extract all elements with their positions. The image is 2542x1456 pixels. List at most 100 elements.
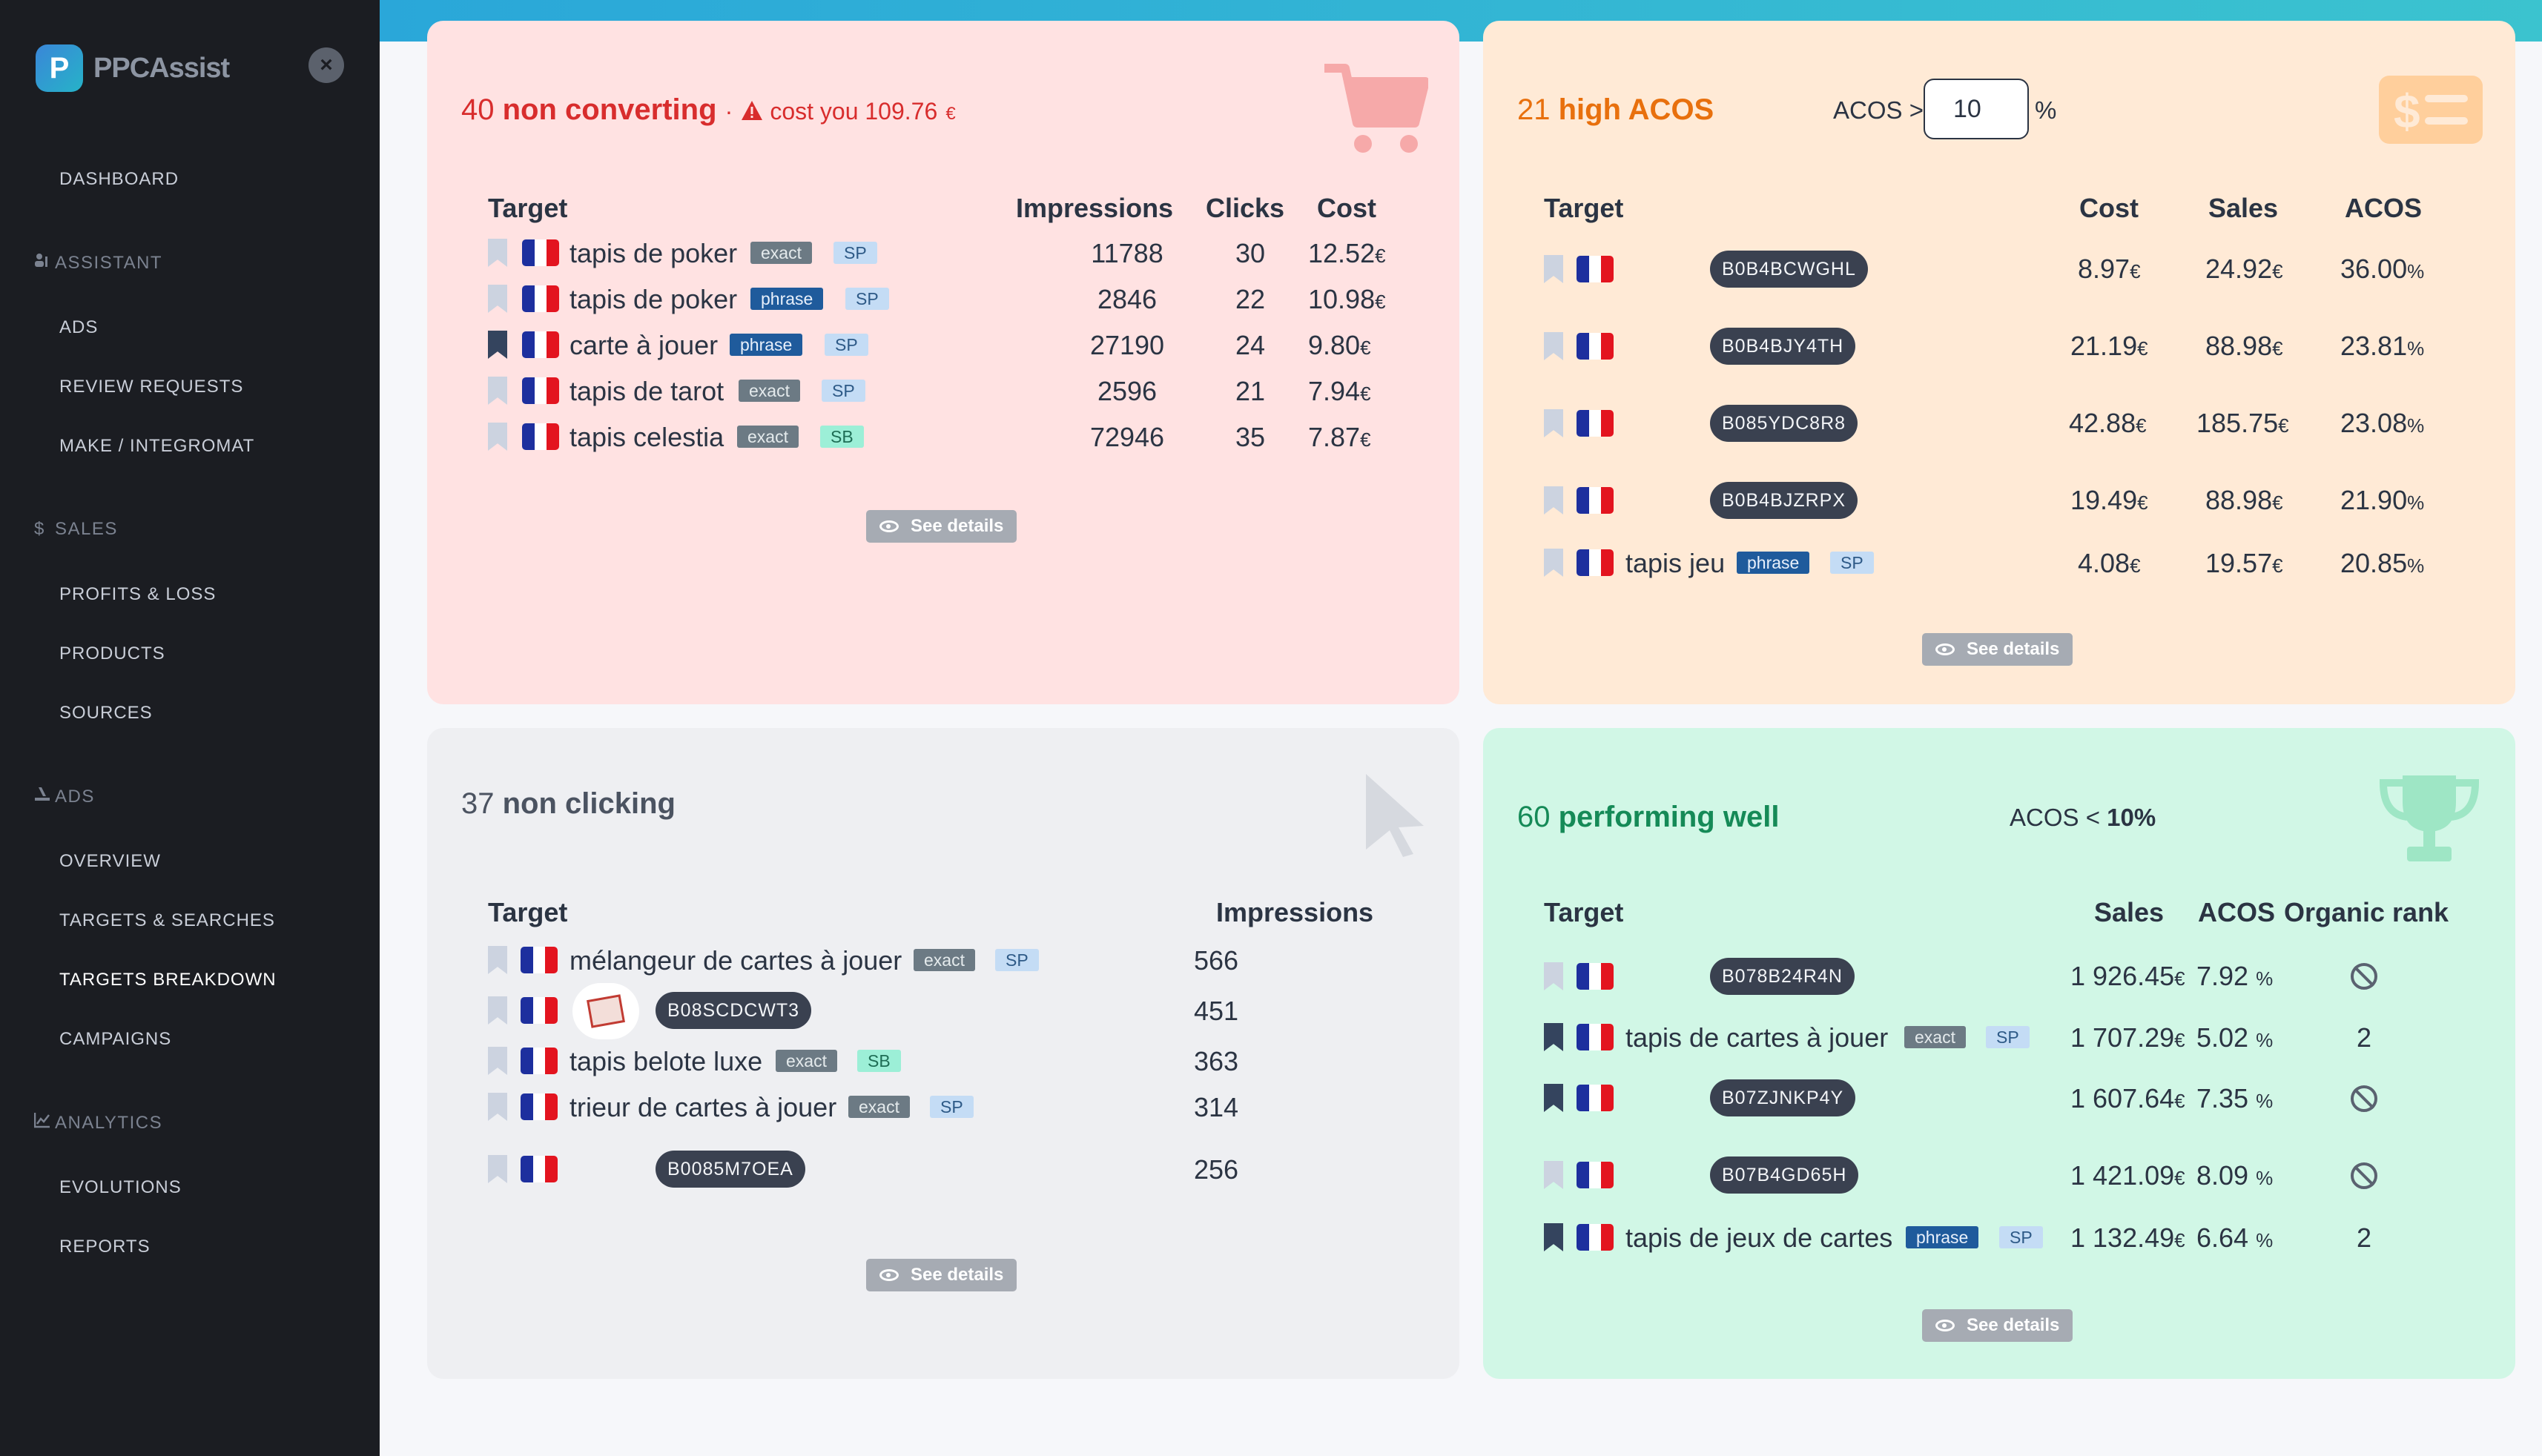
acos-value: 23.08% — [2340, 408, 2425, 438]
cost-value: 19.49€ — [2070, 485, 2148, 515]
bookmark-icon[interactable] — [1544, 1023, 1563, 1051]
type-badge: SB — [857, 1050, 901, 1072]
col-target: Target — [488, 193, 568, 223]
asin-pill[interactable]: B0B4BCWGHL — [1710, 251, 1868, 288]
bookmark-icon[interactable] — [1544, 409, 1563, 437]
cursor-arrow-icon — [1366, 774, 1425, 861]
non-converting-title: 40 non converting · cost you 109.76 € — [461, 93, 956, 127]
bookmark-icon[interactable] — [1544, 255, 1563, 283]
col-impressions: Impressions — [1216, 897, 1374, 927]
target-name[interactable]: tapis de cartes à jouer — [1625, 1022, 1889, 1053]
bookmark-icon[interactable] — [1544, 1161, 1563, 1189]
col-impressions: Impressions — [1016, 193, 1174, 223]
eye-icon — [1935, 1320, 1955, 1331]
non-clicking-label: non clicking — [502, 787, 676, 820]
nav-targets-breakdown[interactable]: TARGETS BREAKDOWN — [59, 970, 277, 990]
type-badge: SP — [995, 949, 1039, 971]
match-badge: phrase — [730, 334, 803, 356]
acos-threshold-input[interactable] — [1924, 79, 2029, 139]
asin-pill[interactable]: B07B4GD65H — [1710, 1156, 1859, 1194]
target-name[interactable]: tapis de jeux de cartes — [1625, 1222, 1893, 1253]
nav-campaigns[interactable]: CAMPAIGNS — [59, 1029, 172, 1049]
high-acos-label: high ACOS — [1558, 93, 1714, 126]
acos-value: 7.35 % — [2196, 1083, 2274, 1113]
bookmark-icon[interactable] — [1544, 486, 1563, 514]
bookmark-icon[interactable] — [1544, 962, 1563, 990]
see-details-button[interactable]: See details — [866, 1259, 1017, 1291]
asin-pill[interactable]: B08SCDCWT3 — [656, 992, 812, 1029]
france-flag-icon — [522, 377, 559, 404]
nav-targets-searches[interactable]: TARGETS & SEARCHES — [59, 910, 275, 930]
nav-products[interactable]: PRODUCTS — [59, 643, 165, 664]
sidebar: P PPCAssist × DASHBOARD ASSISTANT ADS RE… — [0, 0, 380, 1456]
see-details-button[interactable]: See details — [1922, 1309, 2073, 1342]
nav-profits-loss[interactable]: PROFITS & LOSS — [59, 584, 217, 604]
money-icon: $ — [2379, 76, 2483, 148]
match-badge: phrase — [1906, 1226, 1979, 1248]
bookmark-icon[interactable] — [488, 423, 507, 451]
france-flag-icon — [521, 1093, 558, 1120]
see-details-button[interactable]: See details — [866, 510, 1017, 543]
nav-ads-assistant[interactable]: ADS — [59, 317, 99, 337]
target-name[interactable]: tapis belote luxe — [570, 1046, 763, 1076]
target-name[interactable]: tapis de poker — [570, 284, 738, 314]
target-name[interactable]: tapis jeu — [1625, 548, 1726, 578]
france-flag-icon — [522, 423, 559, 450]
bookmark-icon[interactable] — [488, 946, 507, 974]
asin-pill[interactable]: B0085M7OEA — [656, 1151, 805, 1188]
target-name[interactable]: carte à jouer — [570, 330, 719, 360]
cost-value: 9.80€ — [1308, 330, 1371, 360]
high-acos-count: 21 — [1517, 93, 1551, 126]
cost-value: 8.97€ — [2078, 254, 2141, 284]
nav-evolutions[interactable]: EVOLUTIONS — [59, 1177, 182, 1197]
bookmark-icon[interactable] — [488, 1047, 507, 1075]
sales-value: 1 607.64€ — [2070, 1083, 2185, 1113]
target-name[interactable]: mélangeur de cartes à jouer — [570, 945, 902, 976]
asin-pill[interactable]: B085YDC8R8 — [1710, 405, 1858, 442]
nav-reports[interactable]: REPORTS — [59, 1237, 151, 1257]
asin-pill[interactable]: B0B4BJZRPX — [1710, 482, 1858, 519]
bookmark-icon[interactable] — [1544, 1084, 1563, 1112]
brand[interactable]: P PPCAssist — [36, 44, 230, 92]
acos-filter-percent: % — [2035, 96, 2057, 124]
france-flag-icon — [1577, 1085, 1614, 1111]
bookmark-icon[interactable] — [488, 377, 507, 405]
target-name[interactable]: tapis celestia — [570, 422, 724, 452]
sales-value: 1 707.29€ — [2070, 1022, 2185, 1053]
bookmark-icon[interactable] — [488, 996, 507, 1025]
bookmark-icon[interactable] — [1544, 332, 1563, 360]
performing-count: 60 — [1517, 801, 1551, 833]
bookmark-icon[interactable] — [488, 285, 507, 313]
france-flag-icon — [522, 331, 559, 358]
asin-pill[interactable]: B078B24R4N — [1710, 958, 1855, 995]
bookmark-icon[interactable] — [488, 1093, 507, 1121]
asin-pill[interactable]: B0B4BJY4TH — [1710, 328, 1856, 365]
target-name[interactable]: trieur de cartes à jouer — [570, 1092, 837, 1122]
clicks-value: 21 — [1235, 376, 1266, 406]
non-converting-count: 40 — [461, 93, 495, 126]
non-converting-label: non converting — [502, 93, 717, 126]
nav-dashboard[interactable]: DASHBOARD — [59, 169, 179, 189]
nav-section-ads-label: ADS — [55, 786, 95, 807]
nav-overview[interactable]: OVERVIEW — [59, 851, 161, 871]
close-sidebar-button[interactable]: × — [308, 47, 344, 83]
nav-sources[interactable]: SOURCES — [59, 703, 153, 723]
acos-below-value: 10% — [2107, 804, 2156, 831]
asin-pill[interactable]: B07ZJNKP4Y — [1710, 1079, 1856, 1116]
bookmark-icon[interactable] — [488, 331, 507, 359]
target-name[interactable]: tapis de poker — [570, 238, 738, 268]
nav-make-integromat[interactable]: MAKE / INTEGROMAT — [59, 436, 255, 456]
target-name[interactable]: tapis de tarot — [570, 376, 724, 406]
col-sales: Sales — [2094, 897, 2165, 927]
match-badge: phrase — [1737, 552, 1810, 574]
bookmark-icon[interactable] — [488, 239, 507, 267]
bookmark-icon[interactable] — [1544, 549, 1563, 577]
nav-review-requests[interactable]: REVIEW REQUESTS — [59, 377, 244, 397]
france-flag-icon — [522, 285, 559, 312]
bookmark-icon[interactable] — [488, 1155, 507, 1183]
see-details-button[interactable]: See details — [1922, 633, 2073, 666]
match-badge: exact — [737, 426, 799, 448]
col-clicks: Clicks — [1206, 193, 1285, 223]
bookmark-icon[interactable] — [1544, 1223, 1563, 1251]
impressions-value: 27190 — [1089, 330, 1165, 360]
